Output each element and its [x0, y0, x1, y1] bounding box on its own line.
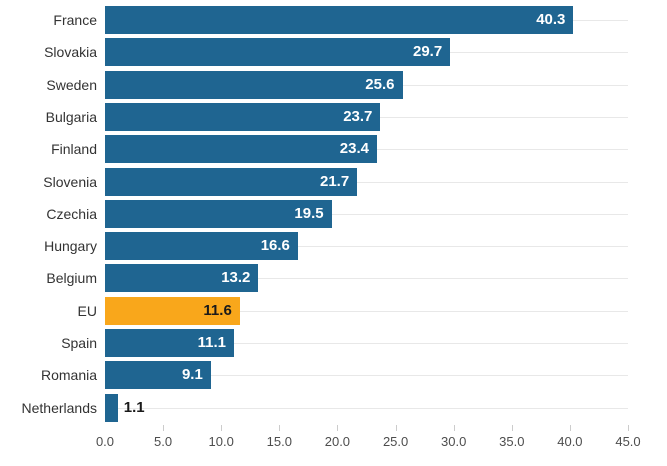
bar-row: Hungary 16.6 [0, 230, 667, 262]
value-label: 21.7 [319, 172, 350, 190]
bar [105, 70, 403, 99]
bar [105, 199, 332, 228]
value-label: 40.3 [536, 11, 566, 28]
category-label: Finland [51, 141, 97, 158]
value-label: 25.6 [365, 75, 395, 93]
bar-track: 13.2 [105, 262, 628, 294]
bar-track: 23.7 [105, 101, 628, 133]
bar [105, 232, 298, 261]
row-gridline [105, 375, 628, 377]
category-label: Belgium [46, 270, 97, 287]
bar-track: 11.1 [105, 327, 628, 359]
category-label: Slovakia [44, 44, 97, 61]
value-label: 11.1 [197, 334, 226, 351]
value-label: 11.6 [203, 301, 232, 319]
bar [105, 361, 211, 390]
bar-row: Belgium 13.2 [0, 262, 667, 294]
bar [105, 6, 574, 34]
x-axis-tick [395, 425, 397, 431]
bar-row: Spain 11.1 [0, 327, 667, 359]
x-axis-tick [337, 425, 339, 431]
x-axis: 0.0 5.0 10.0 15.0 20.0 25.0 30.0 35.0 40.0 45.0 [0, 424, 667, 466]
x-axis-tick [511, 425, 513, 431]
row-gridline [105, 310, 628, 312]
value-label: 29.7 [412, 43, 443, 61]
bar-row: France 40.3 [0, 4, 667, 36]
bar [105, 38, 451, 67]
bar-track: 40.3 [105, 4, 628, 36]
x-axis-tick [628, 425, 629, 431]
bar-track: 23.4 [105, 133, 628, 165]
bar-track: 11.6 [105, 295, 628, 327]
bar [105, 167, 358, 196]
x-axis-tick [221, 425, 223, 431]
category-label: Bulgaria [45, 108, 97, 125]
x-axis-tick-label: 5.0 [154, 434, 173, 449]
category-label: Spain [61, 335, 97, 351]
bar-row: Sweden 25.6 [0, 69, 667, 101]
category-label: Czechia [46, 205, 97, 222]
value-label: 23.7 [343, 107, 373, 125]
value-label: 1.1 [123, 398, 145, 416]
bar-row: Bulgaria 23.7 [0, 101, 667, 133]
x-axis-tick-label: 45.0 [615, 434, 641, 449]
category-label: Netherlands [21, 399, 98, 416]
value-label: 19.5 [294, 204, 324, 222]
row-gridline [105, 278, 628, 280]
row-gridline [105, 407, 628, 409]
bar-track: 25.6 [105, 69, 628, 101]
category-label: Romania [40, 367, 97, 384]
bar-row: Romania 9.1 [0, 359, 667, 391]
bar-track: 29.7 [105, 36, 628, 68]
bar-track: 1.1 [105, 392, 628, 424]
value-label: 13.2 [221, 269, 251, 287]
x-axis-tick-label: 20.0 [324, 434, 351, 449]
x-axis-tick-label: 25.0 [382, 434, 409, 449]
value-label: 23.4 [339, 140, 369, 158]
bar-highlight [105, 296, 240, 325]
bar-row: Netherlands 1.1 [0, 392, 667, 424]
row-gridline [105, 181, 628, 183]
bar-track: 19.5 [105, 198, 628, 230]
bar-track: 21.7 [105, 166, 628, 198]
x-axis-tick [163, 425, 165, 431]
bar-track: 9.1 [105, 359, 628, 391]
bar-row: Czechia 19.5 [0, 198, 667, 230]
x-axis-tick-label: 35.0 [499, 434, 525, 449]
category-label: EU [77, 302, 97, 319]
value-label: 9.1 [181, 366, 203, 384]
row-gridline [105, 343, 628, 344]
category-label: Hungary [44, 238, 97, 255]
bar-row: Slovenia 21.7 [0, 166, 667, 198]
bar-row: Finland 23.4 [0, 133, 667, 165]
x-axis-tick-label: 40.0 [557, 434, 583, 449]
category-label: Sweden [46, 76, 97, 93]
x-axis-tick-label: 10.0 [208, 434, 234, 449]
row-gridline [105, 246, 628, 248]
bar [105, 264, 259, 293]
bar [105, 102, 381, 131]
x-axis-tick-label: 0.0 [95, 434, 115, 449]
bar-row: EU 11.6 [0, 295, 667, 327]
bar [105, 329, 234, 357]
bar-row: Slovakia 29.7 [0, 36, 667, 68]
category-label: France [53, 12, 97, 28]
category-label: Slovenia [43, 173, 97, 190]
bar [105, 135, 377, 164]
x-axis-tick [569, 425, 571, 431]
x-axis-tick [453, 425, 455, 431]
bar-track: 16.6 [105, 230, 628, 262]
bar [105, 393, 118, 422]
x-axis-tick [279, 425, 281, 431]
x-axis-tick-label: 30.0 [441, 434, 467, 449]
row-gridline [105, 213, 628, 215]
x-axis-tick-label: 15.0 [266, 434, 292, 449]
value-label: 16.6 [260, 237, 290, 255]
